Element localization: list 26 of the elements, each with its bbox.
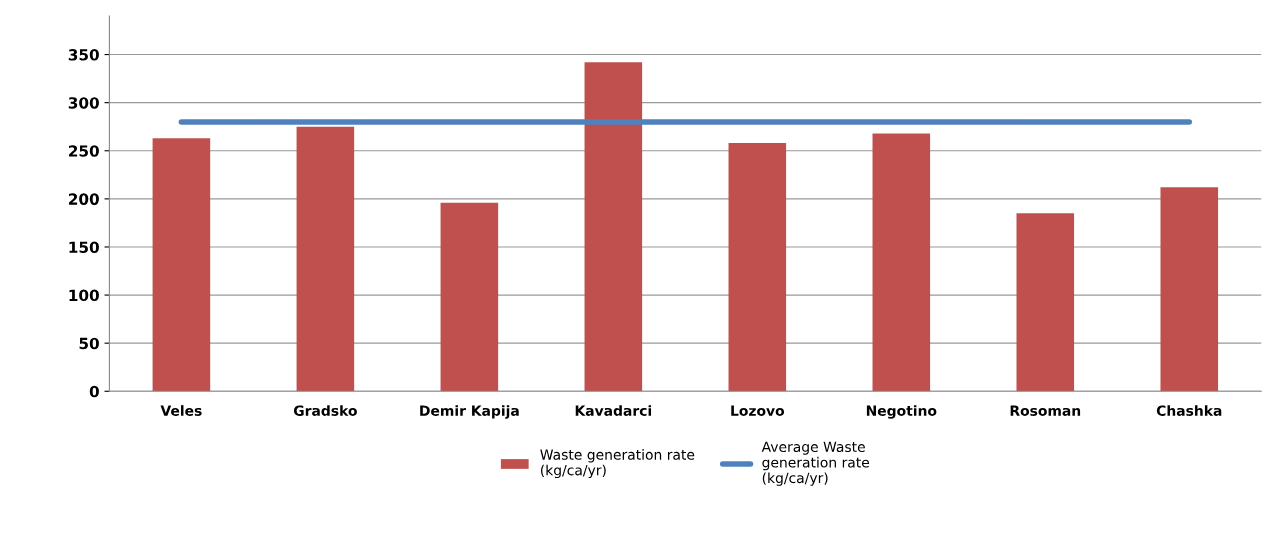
bar	[296, 126, 355, 392]
y-tick-label: 200	[68, 193, 99, 205]
y-tick-label: 150	[69, 241, 99, 253]
x-tick-label: Demir Kapija	[420, 405, 519, 419]
legend-label: Average Waste generation rate (kg/ca/yr)	[761, 441, 870, 486]
x-tick-label: Chashka	[1156, 405, 1222, 416]
bar	[440, 202, 499, 392]
x-tick-label: Negotino	[866, 405, 937, 419]
x-tick-label: Gradsko	[293, 405, 357, 416]
y-tick-label: 100	[69, 289, 99, 302]
y-tick-label: 50	[79, 337, 99, 350]
x-tick-label: Veles	[160, 405, 202, 416]
y-tick-label: 0	[89, 385, 99, 398]
bar	[872, 133, 931, 392]
y-tick-label: 250	[68, 145, 99, 157]
bar	[728, 143, 787, 392]
legend-label: Waste generation rate (kg/ca/yr)	[540, 449, 695, 479]
bar	[1160, 187, 1219, 392]
bar	[584, 62, 643, 392]
x-tick-label: Kavadarci	[575, 405, 652, 416]
x-tick-label: Rosoman	[1010, 405, 1081, 416]
y-tick-label: 300	[68, 97, 99, 109]
x-tick-label: Lozovo	[731, 405, 785, 416]
bar	[152, 138, 211, 392]
bar	[1016, 213, 1075, 392]
y-tick-label: 350	[68, 49, 99, 61]
